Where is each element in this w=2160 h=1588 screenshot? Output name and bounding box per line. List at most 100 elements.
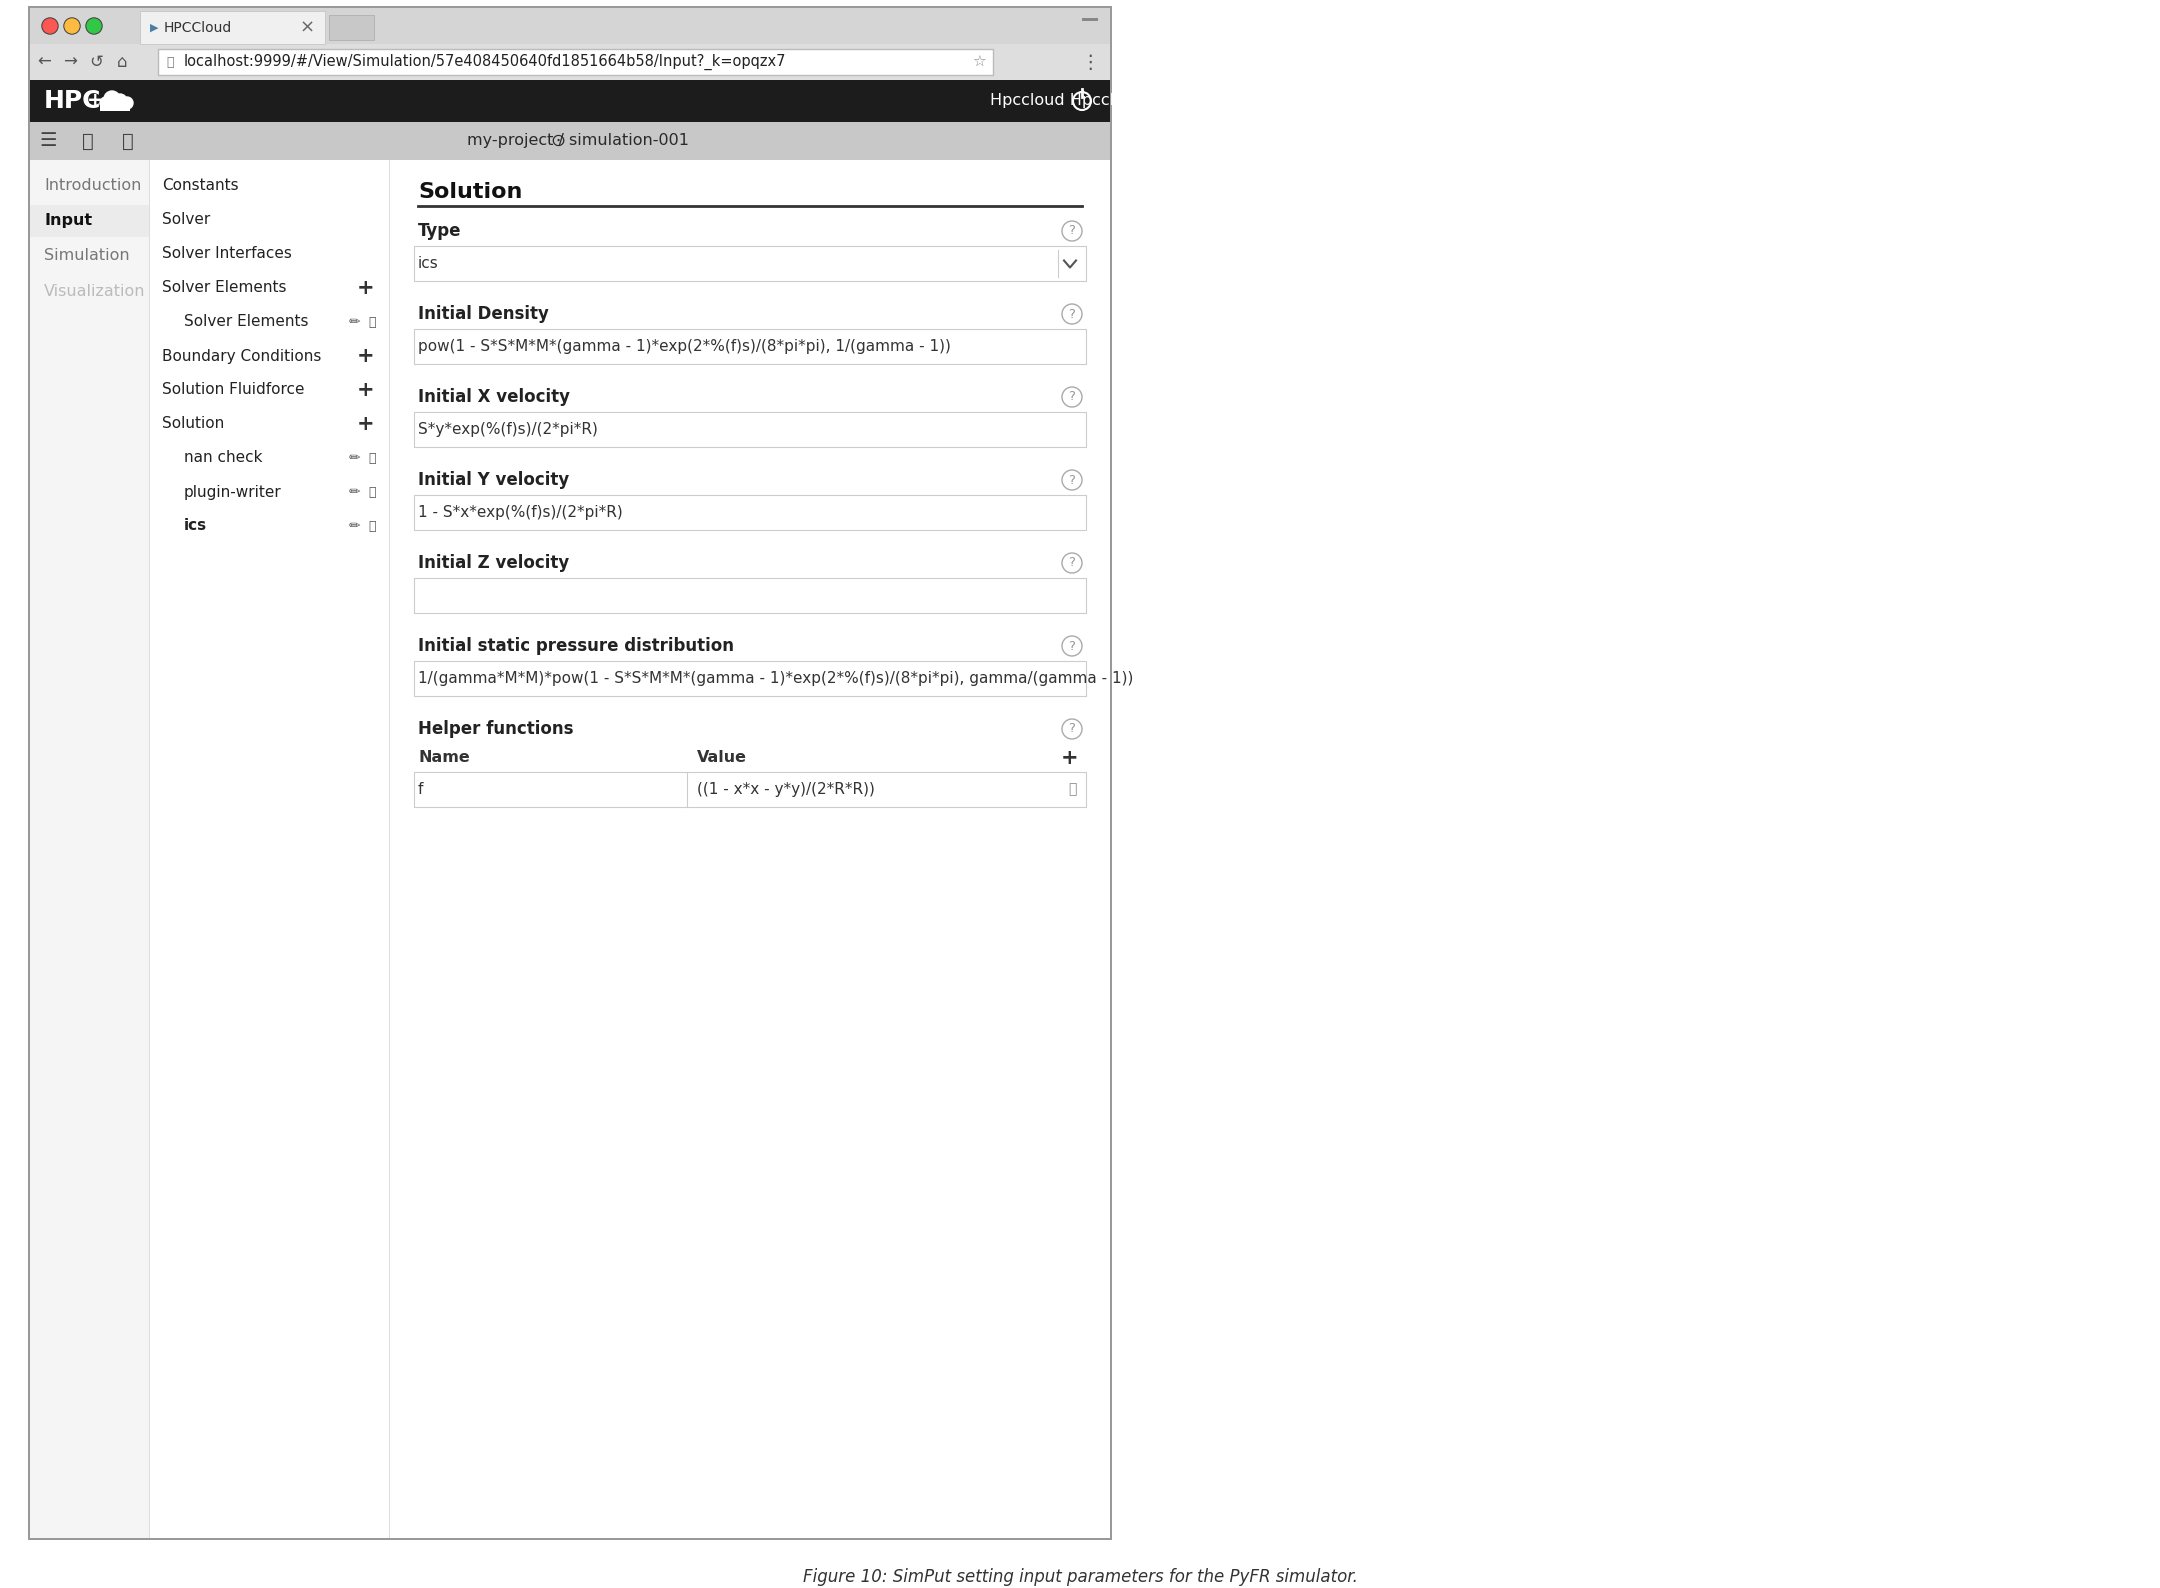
Text: +: + (1061, 748, 1078, 769)
Circle shape (112, 94, 127, 108)
Text: ics: ics (419, 256, 438, 272)
Text: ics: ics (184, 519, 207, 534)
Circle shape (86, 19, 102, 33)
Circle shape (41, 17, 58, 33)
Bar (328, 14, 374, 40)
Text: ↺: ↺ (89, 52, 104, 71)
Text: Solver Elements: Solver Elements (162, 281, 287, 295)
Bar (140, 11, 324, 44)
Text: 🗂: 🗂 (82, 132, 93, 151)
Text: ☰: ☰ (39, 132, 56, 151)
Text: Visualization: Visualization (43, 284, 145, 299)
Text: Solver Interfaces: Solver Interfaces (162, 246, 292, 262)
Text: ←: ← (37, 52, 52, 71)
Text: 🗑: 🗑 (1067, 783, 1076, 797)
Text: +: + (356, 346, 374, 365)
Text: +: + (86, 92, 104, 111)
Text: ?: ? (1069, 473, 1076, 486)
Text: ✏: ✏ (348, 484, 361, 499)
Text: nan check: nan check (184, 451, 264, 465)
Text: HPCCloud: HPCCloud (164, 21, 233, 35)
Circle shape (65, 17, 80, 33)
Bar (30, 44, 1110, 79)
Text: Initial Density: Initial Density (419, 305, 549, 322)
Text: Figure 10: SimPut setting input parameters for the PyFR simulator.: Figure 10: SimPut setting input paramete… (804, 1567, 1356, 1586)
Text: 🗑: 🗑 (367, 451, 376, 465)
Text: ?: ? (1069, 224, 1076, 238)
Circle shape (43, 19, 56, 33)
Text: Hpccloud Hpccloud: Hpccloud Hpccloud (989, 94, 1145, 108)
Text: ?: ? (1069, 640, 1076, 653)
Bar (415, 772, 1086, 807)
Text: ?: ? (1069, 723, 1076, 735)
Text: Solver Elements: Solver Elements (184, 314, 309, 329)
Circle shape (86, 17, 102, 33)
Text: →: → (63, 52, 78, 71)
Circle shape (121, 97, 134, 110)
Text: S*y*exp(%(f)s)/(2*pi*R): S*y*exp(%(f)s)/(2*pi*R) (419, 422, 598, 437)
Bar (158, 49, 994, 75)
Text: my-project / simulation-001: my-project / simulation-001 (467, 133, 689, 149)
Text: Solution Fluidforce: Solution Fluidforce (162, 383, 305, 397)
Text: ?: ? (1069, 308, 1076, 321)
Text: Solution: Solution (162, 416, 225, 432)
Bar (30, 8, 1110, 44)
Text: Simulation: Simulation (43, 248, 130, 264)
Text: localhost:9999/#/View/Simulation/57e408450640fd1851664b58/Input?_k=opqzx7: localhost:9999/#/View/Simulation/57e4084… (184, 54, 786, 70)
Bar (1082, 17, 1097, 21)
Text: ?: ? (1069, 556, 1076, 570)
Bar (149, 160, 391, 1539)
Text: ☆: ☆ (972, 54, 985, 70)
Bar (415, 246, 1086, 281)
Text: Introduction: Introduction (43, 178, 140, 194)
Circle shape (99, 97, 112, 110)
Bar (99, 100, 130, 110)
Text: ⓘ: ⓘ (166, 56, 173, 68)
Circle shape (65, 19, 80, 33)
Text: +: + (356, 380, 374, 400)
Text: 🗑: 🗑 (367, 316, 376, 329)
Text: Solution: Solution (419, 183, 523, 202)
Text: 🗑: 🗑 (367, 519, 376, 532)
Bar (391, 160, 1110, 1539)
Text: ((1 - x*x - y*y)/(2*R*R)): ((1 - x*x - y*y)/(2*R*R)) (698, 781, 875, 797)
Text: HPC: HPC (43, 89, 102, 113)
Text: ▶: ▶ (149, 22, 158, 32)
Text: 1 - S*x*exp(%(f)s)/(2*pi*R): 1 - S*x*exp(%(f)s)/(2*pi*R) (419, 505, 622, 519)
Text: Initial Y velocity: Initial Y velocity (419, 472, 570, 489)
Text: Solver: Solver (162, 213, 210, 227)
Text: ⊙: ⊙ (551, 132, 566, 149)
Text: pow(1 - S*S*M*M*(gamma - 1)*exp(2*%(f)s)/(8*pi*pi), 1/(gamma - 1)): pow(1 - S*S*M*M*(gamma - 1)*exp(2*%(f)s)… (419, 338, 950, 354)
Text: Initial static pressure distribution: Initial static pressure distribution (419, 637, 734, 654)
Bar (30, 160, 1110, 1539)
Bar (30, 79, 1110, 122)
Bar (415, 411, 1086, 446)
Text: +: + (356, 278, 374, 299)
Text: 1/(gamma*M*M)*pow(1 - S*S*M*M*(gamma - 1)*exp(2*%(f)s)/(8*pi*pi), gamma/(gamma -: 1/(gamma*M*M)*pow(1 - S*S*M*M*(gamma - 1… (419, 672, 1134, 686)
Text: Initial X velocity: Initial X velocity (419, 387, 570, 407)
Bar (28, 6, 1112, 1540)
Text: 🗑: 🗑 (367, 486, 376, 499)
Text: Initial Z velocity: Initial Z velocity (419, 554, 570, 572)
Text: f: f (419, 781, 423, 797)
Bar (99, 103, 130, 111)
Text: Input: Input (43, 213, 93, 229)
Text: ⋮: ⋮ (1080, 52, 1099, 71)
Bar (30, 122, 1110, 160)
Text: plugin-writer: plugin-writer (184, 484, 281, 500)
Text: Value: Value (698, 751, 747, 765)
Bar (30, 205, 149, 237)
Text: ✏: ✏ (348, 451, 361, 465)
Text: ✏: ✏ (348, 314, 361, 329)
Text: Constants: Constants (162, 178, 238, 194)
Text: Boundary Conditions: Boundary Conditions (162, 348, 322, 364)
Bar (415, 329, 1086, 364)
Text: ⌂: ⌂ (117, 52, 127, 71)
Text: Name: Name (419, 751, 469, 765)
Bar (415, 661, 1086, 696)
Circle shape (104, 91, 121, 106)
Text: ?: ? (1069, 391, 1076, 403)
Text: +: + (356, 414, 374, 434)
Bar (30, 8, 1110, 1539)
Bar (415, 578, 1086, 613)
